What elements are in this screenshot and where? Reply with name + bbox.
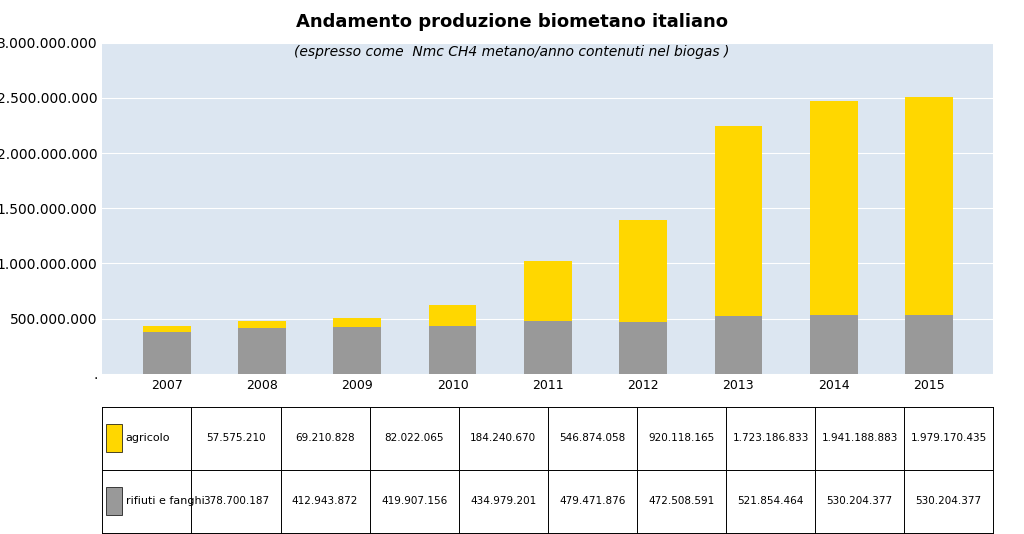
Text: 419.907.156: 419.907.156 — [381, 496, 447, 506]
Bar — [105, 487, 122, 515]
Text: 57.575.210: 57.575.210 — [206, 433, 266, 443]
Bar — [524, 261, 571, 321]
Text: 920.118.165: 920.118.165 — [648, 433, 715, 443]
Text: 521.854.464: 521.854.464 — [737, 496, 804, 506]
Bar — [143, 332, 190, 374]
Text: 546.874.058: 546.874.058 — [559, 433, 626, 443]
Bar — [810, 101, 857, 315]
Text: rifiuti e fanghi: rifiuti e fanghi — [126, 496, 205, 506]
Text: 434.979.201: 434.979.201 — [470, 496, 537, 506]
Text: 1.979.170.435: 1.979.170.435 — [910, 433, 987, 443]
Text: Andamento produzione biometano italiano: Andamento produzione biometano italiano — [296, 13, 728, 32]
Bar — [905, 97, 952, 315]
Text: 378.700.187: 378.700.187 — [203, 496, 269, 506]
Text: 184.240.670: 184.240.670 — [470, 433, 537, 443]
Bar — [810, 315, 857, 374]
Bar — [334, 327, 381, 374]
Bar — [429, 326, 476, 374]
Text: 1.941.188.883: 1.941.188.883 — [821, 433, 898, 443]
Text: agricolo: agricolo — [126, 433, 170, 443]
Bar — [239, 320, 286, 328]
Text: (espresso come  Nmc CH4 metano/anno contenuti nel biogas ): (espresso come Nmc CH4 metano/anno conte… — [294, 45, 730, 59]
Bar — [429, 305, 476, 326]
Bar — [715, 126, 762, 316]
Text: 472.508.591: 472.508.591 — [648, 496, 715, 506]
Text: 412.943.872: 412.943.872 — [292, 496, 358, 506]
Text: 530.204.377: 530.204.377 — [826, 496, 893, 506]
Bar — [524, 321, 571, 374]
Bar — [334, 318, 381, 327]
Bar — [620, 321, 667, 374]
Bar — [905, 315, 952, 374]
Text: 1.723.186.833: 1.723.186.833 — [732, 433, 809, 443]
Bar — [143, 326, 190, 332]
Bar — [105, 424, 122, 452]
Text: 530.204.377: 530.204.377 — [915, 496, 982, 506]
Text: 479.471.876: 479.471.876 — [559, 496, 626, 506]
Bar — [715, 316, 762, 374]
Bar — [239, 328, 286, 374]
Bar — [620, 220, 667, 321]
Text: 69.210.828: 69.210.828 — [295, 433, 355, 443]
Text: 82.022.065: 82.022.065 — [384, 433, 444, 443]
